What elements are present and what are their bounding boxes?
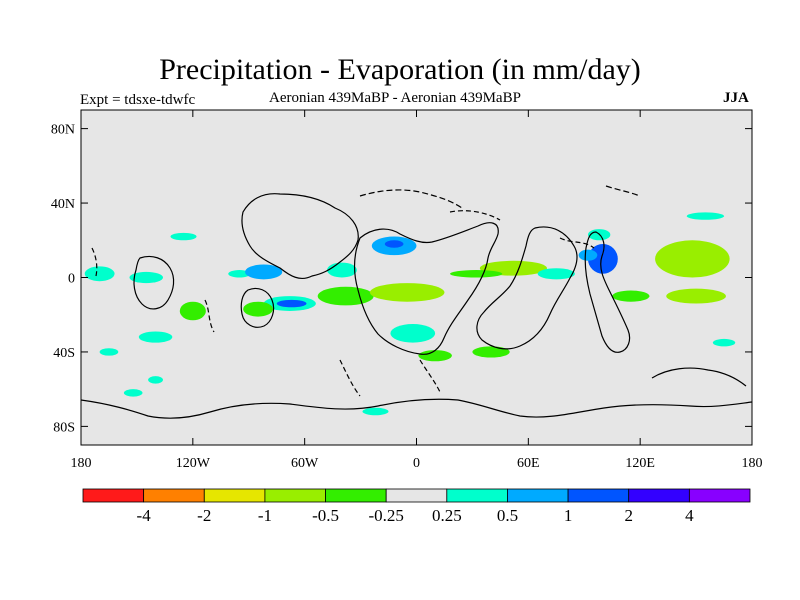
lon-tick-label: 60E [517,456,540,471]
colorbar-label: -2 [197,506,211,525]
anomaly-patch-cyan [537,268,575,280]
colorbar-label: -0.5 [312,506,339,525]
anomaly-patch-cyan [327,262,357,278]
coastline-west-island [133,255,175,310]
coastline-small-continent [240,287,275,328]
colorbar-box [507,488,569,503]
anomaly-patch-cyan [362,407,389,416]
anomaly-patch-green [418,350,452,362]
anomaly-patch-lightblue [578,249,598,261]
anomaly-patch-lightgreen [666,288,726,304]
anomaly-patch-cyan [390,324,436,343]
anomaly-patch-blue [276,299,307,308]
lon-tick-label: 60W [291,456,319,471]
lon-tick-label: 120W [176,456,211,471]
anomaly-patch-green [243,301,273,317]
lon-tick-label: 120E [625,456,655,471]
coastline-archipelago-dashed [91,210,595,397]
plot-title: Precipitation - Evaporation (in mm/day) [159,53,641,86]
experiment-label: Expt = tdsxe-tdwfc [80,92,196,108]
lat-tick-label: 80N [51,123,75,138]
lat-tick-label: 80S [53,420,75,435]
lon-tick-label: 180 [742,456,763,471]
lat-tick-label: 40N [51,197,75,212]
anomaly-patch-cyan [138,331,173,343]
lon-tick-label: 180 [71,456,92,471]
lat-tick-label: 40S [53,346,75,361]
colorbar-box [628,488,690,503]
coastline-south-landmass [353,222,499,355]
anomaly-patch-lightblue [245,264,283,280]
colorbar-label: -4 [137,506,152,525]
lon-tick-label: 0 [413,456,420,471]
colorbar-box [567,488,630,503]
colorbar-box [688,488,751,503]
anomaly-layer [84,212,736,416]
anomaly-patch-green [179,301,206,321]
anomaly-patch-cyan [84,266,115,282]
colorbar-label: 1 [564,506,573,525]
anomaly-patch-cyan [123,389,143,397]
axis-ticks: 80N 40N 0 40S 80S 180 120W 60W 0 60E 120E 180 [51,110,763,471]
anomaly-patch-cyan [712,338,736,347]
coastline-pole-fragment [651,367,747,387]
map-background [81,110,752,445]
subtitle: Aeronian 439MaBP - Aeronian 439MaBP [269,90,521,106]
coastline-southern-margin [81,398,752,419]
coastline-north-america [241,193,359,280]
anomaly-patch-cyan [686,212,725,220]
colorbar-label: 4 [685,506,694,525]
colorbar-box [143,488,205,503]
anomaly-patch-blue [384,240,404,248]
coastline-east-continent [476,226,578,350]
anomaly-patch-green [450,270,503,278]
anomaly-patch-blue [587,244,618,274]
anomaly-patch-green [472,346,510,358]
anomaly-patch-cyan [148,376,164,384]
lat-tick-label: 0 [68,272,75,287]
colorbar-box [446,488,508,503]
colorbar-label: -1 [258,506,272,525]
colorbar-box [203,488,266,503]
anomaly-patch-green [612,290,650,302]
anomaly-patch-lightgreen [655,240,730,278]
coastlines [81,185,752,419]
anomaly-patch-lightgreen [369,283,445,302]
colorbar-label: 2 [624,506,633,525]
colorbar-box [325,488,387,503]
anomaly-patch-cyan [129,271,164,284]
anomaly-patch-green [317,286,374,306]
anomaly-patch-cyan [170,232,197,241]
coastline-pacific-island-arc [584,231,631,353]
coastline-north-dashed [359,185,641,209]
colorbar-box [264,488,326,503]
anomaly-patch-cyan [99,348,119,356]
season-label: JJA [723,90,749,106]
colorbar: -4 -2 -1 -0.5 -0.25 0.25 0.5 1 2 4 [82,488,751,525]
colorbar-label: 0.5 [497,506,518,525]
colorbar-label: -0.25 [368,506,403,525]
colorbar-box [385,488,448,503]
colorbar-box [82,488,145,503]
colorbar-label: 0.25 [432,506,462,525]
